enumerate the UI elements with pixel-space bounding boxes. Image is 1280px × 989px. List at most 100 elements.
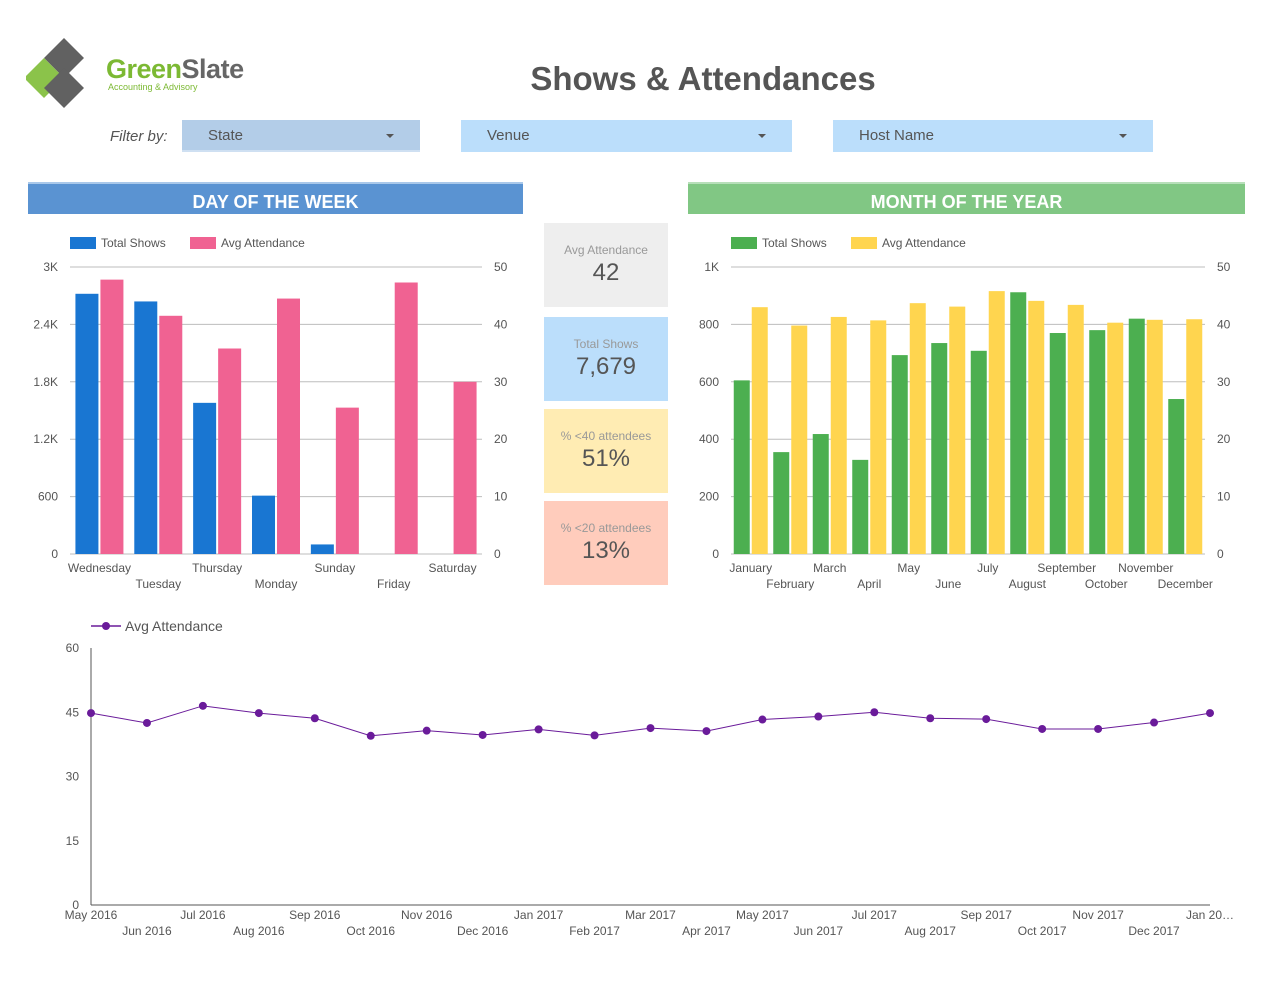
legend-label: Avg Attendance (882, 236, 966, 250)
y-tick-label: 0 (72, 898, 79, 912)
y-left-tick-label: 400 (699, 432, 719, 446)
bar-avg-attendance (949, 306, 966, 554)
month-of-year-chart: 0 0 200 10 400 20 600 30 800 40 1K 50 Total Shows Avg… (699, 236, 1231, 591)
x-tick-label: Sunday (315, 561, 356, 575)
bar-total-shows (891, 355, 908, 554)
x-tick-label: Thursday (192, 561, 242, 575)
data-point (478, 730, 487, 739)
x-tick-label: May 2017 (736, 908, 789, 922)
bar-total-shows (852, 459, 869, 554)
bar-total-shows (1089, 330, 1106, 554)
chevron-down-icon (758, 134, 766, 138)
greenslate-logo: GreenSlate Accounting & Advisory (24, 36, 244, 112)
host-filter-dropdown[interactable]: Host Name (833, 120, 1153, 152)
y-right-tick-label: 20 (494, 432, 508, 446)
bar-total-shows (252, 495, 275, 554)
x-tick-label: Tuesday (135, 577, 181, 591)
y-left-tick-label: 1K (704, 260, 719, 274)
host-filter-label: Host Name (859, 127, 935, 144)
x-tick-label: January (729, 561, 772, 575)
x-tick-label: Oct 2016 (346, 924, 395, 938)
filter-label: Filter by: (110, 128, 168, 145)
scorecard-under-40: % <40 attendees 51% (544, 409, 668, 493)
y-left-tick-label: 0 (51, 547, 58, 561)
legend-swatch (190, 237, 216, 249)
data-point (870, 708, 879, 717)
scorecard-value: 51% (581, 445, 631, 472)
bar-total-shows (134, 301, 158, 554)
x-tick-label: June (935, 577, 961, 591)
bar-avg-attendance (1146, 319, 1163, 554)
state-filter-dropdown[interactable]: State (182, 120, 420, 152)
avg-attendance-line-chart: 0 15 30 45 60 Avg Attendance May 2016 Jun 2016 J… (65, 618, 1234, 938)
y-right-tick-label: 0 (1217, 547, 1224, 561)
x-tick-label: Dec 2017 (1128, 924, 1180, 938)
y-right-tick-label: 50 (494, 260, 508, 274)
y-right-tick-label: 30 (494, 375, 508, 389)
chevron-down-icon (386, 134, 394, 138)
scorecard-label: Total Shows (573, 337, 639, 351)
state-filter-label: State (208, 127, 244, 144)
data-point (1206, 709, 1214, 718)
legend-swatch (851, 237, 877, 249)
y-left-tick-label: 200 (699, 490, 719, 504)
venue-filter-dropdown[interactable]: Venue (461, 120, 792, 152)
x-tick-label: Mar 2017 (625, 908, 676, 922)
bar-avg-attendance (394, 282, 418, 554)
data-point (366, 731, 375, 740)
x-tick-label: Jul 2016 (180, 908, 226, 922)
y-right-tick-label: 10 (494, 490, 508, 504)
bar-avg-attendance (909, 303, 926, 554)
x-tick-label: February (766, 577, 814, 591)
data-point (590, 731, 599, 740)
data-point (1038, 724, 1047, 733)
x-tick-label: July (977, 561, 998, 575)
x-tick-label: Jun 2017 (794, 924, 844, 938)
legend-swatch (70, 237, 96, 249)
y-right-tick-label: 0 (494, 547, 501, 561)
y-right-tick-label: 10 (1217, 490, 1231, 504)
bar-total-shows (931, 343, 948, 554)
y-left-tick-label: 1.8K (33, 375, 58, 389)
y-left-tick-label: 600 (38, 490, 58, 504)
x-tick-label: Friday (377, 577, 410, 591)
bar-avg-attendance (1067, 304, 1084, 554)
venue-filter-label: Venue (487, 127, 530, 144)
y-right-tick-label: 40 (1217, 317, 1231, 331)
data-point (534, 725, 543, 734)
bar-avg-attendance (870, 320, 887, 554)
scorecard-total-shows: Total Shows 7,679 (544, 317, 668, 401)
data-point (310, 714, 319, 723)
scorecard-under-20: % <20 attendees 13% (544, 501, 668, 585)
y-right-tick-label: 50 (1217, 260, 1231, 274)
y-left-tick-label: 600 (699, 375, 719, 389)
month-of-year-header: MONTH OF THE YEAR (688, 182, 1245, 214)
x-tick-label: Aug 2016 (233, 924, 285, 938)
bar-total-shows (1049, 333, 1066, 554)
data-point (198, 701, 207, 710)
x-tick-label: Monday (255, 577, 298, 591)
x-tick-label: August (1009, 577, 1047, 591)
x-tick-label: Oct 2017 (1018, 924, 1067, 938)
y-right-tick-label: 30 (1217, 375, 1231, 389)
data-point (422, 726, 431, 735)
legend-label: Total Shows (101, 236, 166, 250)
bar-total-shows (310, 544, 334, 554)
x-tick-label: October (1085, 577, 1128, 591)
x-tick-label: Feb 2017 (569, 924, 620, 938)
y-left-tick-label: 0 (712, 547, 719, 561)
bar-total-shows (970, 350, 987, 554)
bar-total-shows (1168, 399, 1185, 554)
data-point (702, 727, 711, 736)
bar-total-shows (1128, 318, 1145, 554)
bar-avg-attendance (1186, 319, 1203, 554)
x-tick-label: Nov 2017 (1072, 908, 1124, 922)
x-tick-label: April (857, 577, 881, 591)
y-right-tick-label: 20 (1217, 432, 1231, 446)
bar-avg-attendance (791, 325, 808, 554)
scorecard-value: 13% (581, 537, 631, 564)
data-point (982, 715, 991, 724)
y-left-tick-label: 1.2K (33, 432, 58, 446)
bar-avg-attendance (335, 407, 359, 554)
data-point (1150, 718, 1159, 727)
